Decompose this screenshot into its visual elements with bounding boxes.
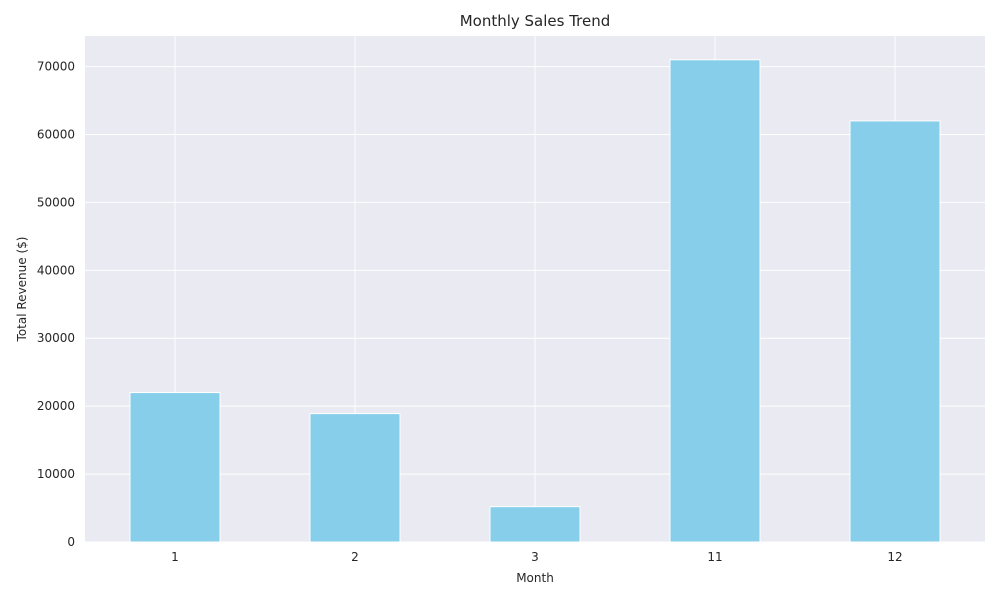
chart-title: Monthly Sales Trend — [460, 12, 611, 30]
bars — [129, 59, 941, 543]
y-tick-label: 60000 — [37, 127, 75, 141]
y-axis-label: Total Revenue ($) — [15, 237, 29, 343]
y-tick-label: 0 — [67, 535, 75, 549]
bar-month-2 — [309, 413, 401, 543]
bar-month-1 — [129, 392, 221, 543]
y-tick-label: 30000 — [37, 331, 75, 345]
x-tick-label: 12 — [887, 550, 902, 564]
y-tick-label: 10000 — [37, 467, 75, 481]
x-tick-label: 2 — [351, 550, 359, 564]
bar-month-3 — [489, 506, 581, 543]
y-tick-label: 20000 — [37, 399, 75, 413]
bar-month-11 — [669, 59, 761, 543]
bar-month-12 — [849, 120, 941, 543]
y-tick-label: 40000 — [37, 263, 75, 277]
x-axis-label: Month — [516, 571, 554, 585]
y-tick-label: 50000 — [37, 195, 75, 209]
x-tick-label: 1 — [171, 550, 179, 564]
x-tick-label: 11 — [707, 550, 722, 564]
x-tick-label: 3 — [531, 550, 539, 564]
y-tick-label: 70000 — [37, 60, 75, 74]
